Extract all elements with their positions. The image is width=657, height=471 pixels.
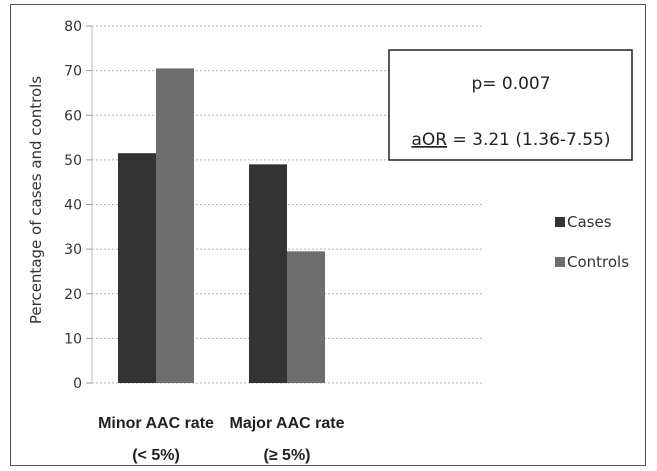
y-axis-label: Percentage of cases and controls	[27, 76, 45, 324]
x-category-sublabel-2: (≥ 5%)	[263, 447, 310, 464]
bar-controls-2	[287, 251, 325, 383]
y-tick-label-30: 30	[64, 242, 82, 258]
legend-swatch-cases	[555, 217, 565, 227]
aor-prefix: aOR	[411, 130, 447, 150]
bar-controls-1	[156, 68, 194, 384]
y-axis-ticks: 0 10 20 30 40 50 60 70 80	[64, 19, 92, 392]
bar-cases-2	[249, 164, 287, 383]
y-tick-label-0: 0	[73, 376, 82, 392]
y-tick-label-50: 50	[64, 153, 82, 169]
bars	[118, 68, 325, 384]
y-tick-label-80: 80	[64, 19, 82, 35]
y-tick-label-10: 10	[64, 331, 82, 347]
legend-label-cases: Cases	[567, 213, 612, 231]
legend-swatch-controls	[555, 257, 565, 267]
bar-cases-1	[118, 153, 156, 383]
aor-value: = 3.21 (1.36-7.55)	[447, 130, 610, 150]
x-category-label-1: Minor AAC rate	[98, 415, 214, 432]
y-tick-label-70: 70	[64, 64, 82, 80]
legend: Cases Controls	[555, 213, 629, 271]
y-tick-label-40: 40	[64, 198, 82, 214]
y-tick-label-20: 20	[64, 287, 82, 303]
legend-label-controls: Controls	[567, 253, 629, 271]
x-category-label-2: Major AAC rate	[230, 415, 345, 432]
aor-text: aOR = 3.21 (1.36-7.55)	[411, 130, 610, 150]
y-tick-label-60: 60	[64, 108, 82, 124]
x-axis-labels: Minor AAC rate (< 5%) Major AAC rate (≥ 5%)	[98, 415, 345, 464]
x-category-sublabel-1: (< 5%)	[132, 447, 180, 464]
annotation-box: p= 0.007 aOR = 3.21 (1.36-7.55)	[388, 49, 633, 161]
p-value-text: p= 0.007	[471, 74, 550, 94]
